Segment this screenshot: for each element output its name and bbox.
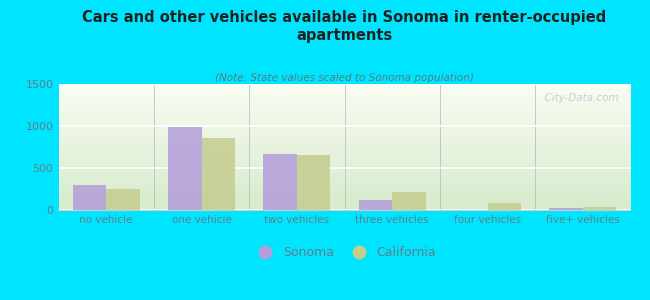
Bar — [297, 155, 330, 210]
Text: (Note: State values scaled to Sonoma population): (Note: State values scaled to Sonoma pop… — [215, 73, 474, 83]
Bar — [106, 189, 140, 210]
Title: Cars and other vehicles available in Sonoma in renter-occupied
apartments: Cars and other vehicles available in Son… — [83, 10, 606, 43]
Bar — [168, 127, 202, 210]
Legend: Sonoma, California: Sonoma, California — [248, 241, 441, 264]
Bar — [549, 208, 583, 210]
Bar — [392, 192, 426, 210]
Bar — [263, 154, 297, 210]
Bar — [488, 203, 521, 210]
Bar — [359, 200, 392, 210]
Text: City-Data.com: City-Data.com — [538, 93, 619, 103]
Bar — [583, 207, 616, 210]
Bar — [202, 138, 235, 210]
Bar — [73, 185, 106, 210]
